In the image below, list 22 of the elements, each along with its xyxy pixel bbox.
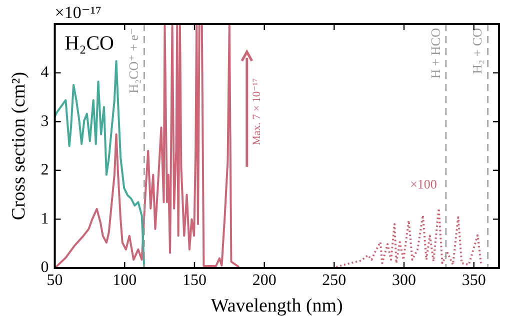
x-tick-label: 50 (46, 272, 63, 289)
x-tick-label: 300 (392, 272, 416, 289)
y-axis-title: Cross section (cm²) (8, 72, 30, 220)
ref-line-label: H₂CO⁺ + e⁻ (126, 28, 142, 94)
y-tick-label: 2 (40, 162, 49, 179)
text: ×10⁻¹⁷ (54, 2, 102, 22)
x-tick-label: 250 (322, 272, 346, 289)
annotation: ×100 (410, 176, 437, 192)
ref-line-label: H + HCO (428, 28, 443, 79)
y-tick-label: 4 (40, 64, 49, 82)
y-tick-label: 1 (40, 210, 49, 228)
annotation: Max. 7 × 10⁻¹⁷ (250, 78, 263, 146)
x-tick-label: 350 (462, 272, 486, 289)
line-series (335, 207, 482, 268)
y-tick-label: 0 (40, 259, 49, 276)
annotation: H₂CO (64, 32, 114, 54)
y-tick-label: 3 (40, 112, 49, 130)
x-tick-label: 100 (112, 272, 137, 289)
x-tick-label: 200 (252, 272, 276, 289)
ref-line-label: H₂ + CO (470, 28, 485, 74)
x-tick-label: 150 (182, 272, 206, 289)
x-axis-title: Wavelength (nm) (210, 296, 343, 317)
